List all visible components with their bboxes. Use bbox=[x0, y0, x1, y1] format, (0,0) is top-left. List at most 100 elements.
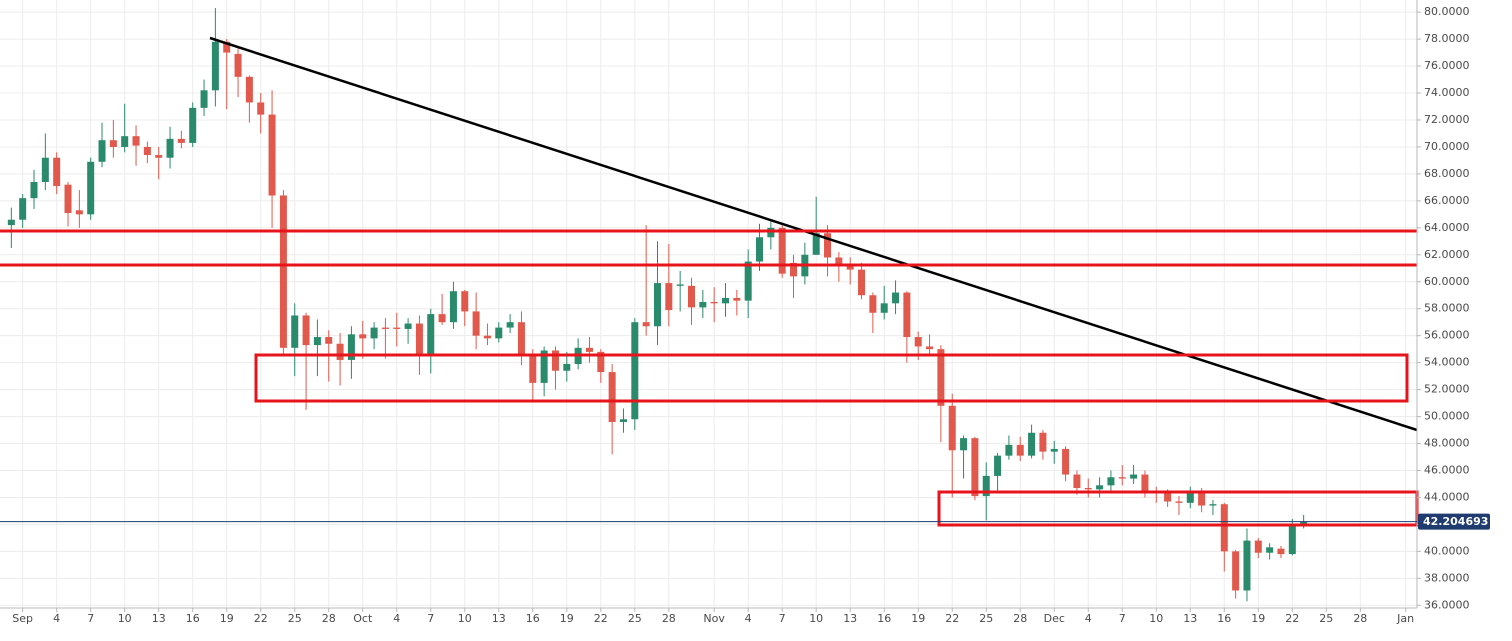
x-tick-label: 4 bbox=[745, 612, 752, 625]
candle-body bbox=[1039, 432, 1047, 452]
candle-body bbox=[1016, 444, 1024, 456]
x-tick-label: 10 bbox=[118, 612, 132, 625]
candle-body bbox=[98, 140, 106, 162]
x-tick-label: 22 bbox=[945, 612, 959, 625]
candle-body bbox=[1243, 540, 1251, 591]
candle-body bbox=[1096, 485, 1104, 490]
y-tick-label: 48.0000 bbox=[1424, 437, 1470, 450]
y-tick-label: 52.0000 bbox=[1424, 383, 1470, 396]
candle-body bbox=[87, 161, 95, 215]
candle-body bbox=[1050, 448, 1058, 452]
x-tick-label: 22 bbox=[1285, 612, 1299, 625]
candle-body bbox=[1209, 504, 1217, 506]
candle-body bbox=[1175, 501, 1183, 503]
candle-body bbox=[415, 323, 423, 355]
candle-body bbox=[313, 337, 321, 346]
candle-body bbox=[336, 343, 344, 360]
candle-body bbox=[790, 262, 798, 277]
x-tick-label: 13 bbox=[152, 612, 166, 625]
zone-box bbox=[937, 490, 1419, 527]
x-tick-label: 7 bbox=[779, 612, 786, 625]
x-tick-label: Jan bbox=[1396, 612, 1414, 625]
x-tick-label: 25 bbox=[288, 612, 302, 625]
candle-body bbox=[676, 284, 684, 286]
candle-body bbox=[1266, 547, 1274, 553]
candle-body bbox=[132, 136, 140, 146]
candle-body bbox=[699, 301, 707, 308]
x-tick-label: 13 bbox=[492, 612, 506, 625]
candle-body bbox=[937, 349, 945, 406]
candle-body bbox=[461, 291, 469, 312]
x-tick-label: 28 bbox=[662, 612, 676, 625]
candle-body bbox=[1198, 492, 1206, 506]
x-tick-label: 22 bbox=[254, 612, 268, 625]
candle-body bbox=[517, 322, 525, 355]
x-tick-label: 28 bbox=[1353, 612, 1367, 625]
candle-body bbox=[563, 363, 571, 371]
candle-body bbox=[404, 323, 412, 329]
candle-body bbox=[1084, 488, 1092, 490]
candle-body bbox=[257, 102, 265, 115]
candle-body bbox=[359, 334, 367, 339]
y-tick-label: 76.0000 bbox=[1424, 59, 1470, 72]
x-tick-label: 7 bbox=[427, 612, 434, 625]
candle-body bbox=[631, 322, 639, 420]
candle-body bbox=[1073, 474, 1081, 489]
candle-body bbox=[744, 261, 752, 301]
candle-body bbox=[1028, 432, 1036, 456]
candle-body bbox=[903, 292, 911, 338]
candle-body bbox=[1130, 474, 1138, 479]
y-tick-label: 72.0000 bbox=[1424, 113, 1470, 126]
candle-body bbox=[166, 138, 174, 158]
candle-body bbox=[824, 233, 832, 258]
candle-body bbox=[1232, 551, 1240, 591]
last-price-box bbox=[1418, 513, 1490, 530]
candle-body bbox=[812, 233, 820, 255]
x-tick-label: Nov bbox=[703, 612, 725, 625]
candle-body bbox=[381, 327, 389, 329]
x-tick-label: 25 bbox=[628, 612, 642, 625]
candle-body bbox=[1118, 477, 1126, 479]
candles bbox=[7, 8, 1308, 602]
candle-body bbox=[302, 315, 310, 346]
candle-body bbox=[19, 198, 27, 220]
candle-body bbox=[1186, 492, 1194, 503]
y-tick-label: 36.0000 bbox=[1424, 598, 1470, 611]
candle-body bbox=[483, 335, 491, 339]
y-tick-label: 50.0000 bbox=[1424, 410, 1470, 423]
x-tick-label: 28 bbox=[1013, 612, 1027, 625]
y-tick-label: 78.0000 bbox=[1424, 32, 1470, 45]
candle-body bbox=[1141, 474, 1149, 491]
x-tick-label: 10 bbox=[458, 612, 472, 625]
candle-body bbox=[608, 372, 616, 422]
candle-body bbox=[438, 314, 446, 323]
y-tick-label: 44.0000 bbox=[1424, 490, 1470, 503]
grid bbox=[0, 0, 1417, 608]
y-tick-label: 38.0000 bbox=[1424, 571, 1470, 584]
candle-body bbox=[1005, 444, 1013, 456]
candle-body bbox=[551, 350, 559, 371]
candle-body bbox=[733, 297, 741, 301]
candle-body bbox=[143, 146, 151, 156]
y-tick-label: 64.0000 bbox=[1424, 221, 1470, 234]
candle-body bbox=[234, 53, 242, 77]
y-tick-label: 68.0000 bbox=[1424, 167, 1470, 180]
y-tick-label: 80.0000 bbox=[1424, 5, 1470, 18]
candle-body bbox=[75, 210, 83, 215]
candle-body bbox=[177, 138, 185, 143]
x-tick-label: Oct bbox=[353, 612, 373, 625]
candle-body bbox=[585, 347, 593, 352]
x-tick-label: 19 bbox=[560, 612, 574, 625]
candle-body bbox=[200, 90, 208, 108]
candle-body bbox=[914, 337, 922, 347]
candle-body bbox=[982, 475, 990, 497]
candle-body bbox=[778, 227, 786, 274]
candle-body bbox=[347, 334, 355, 360]
x-tick-label: 4 bbox=[1085, 612, 1092, 625]
candle-body bbox=[1254, 540, 1262, 553]
candle-body bbox=[960, 438, 968, 451]
last-price-label: 42.204693 bbox=[1423, 515, 1488, 528]
candle-body bbox=[189, 107, 197, 143]
y-tick-label: 58.0000 bbox=[1424, 302, 1470, 315]
candle-body bbox=[1288, 524, 1296, 555]
